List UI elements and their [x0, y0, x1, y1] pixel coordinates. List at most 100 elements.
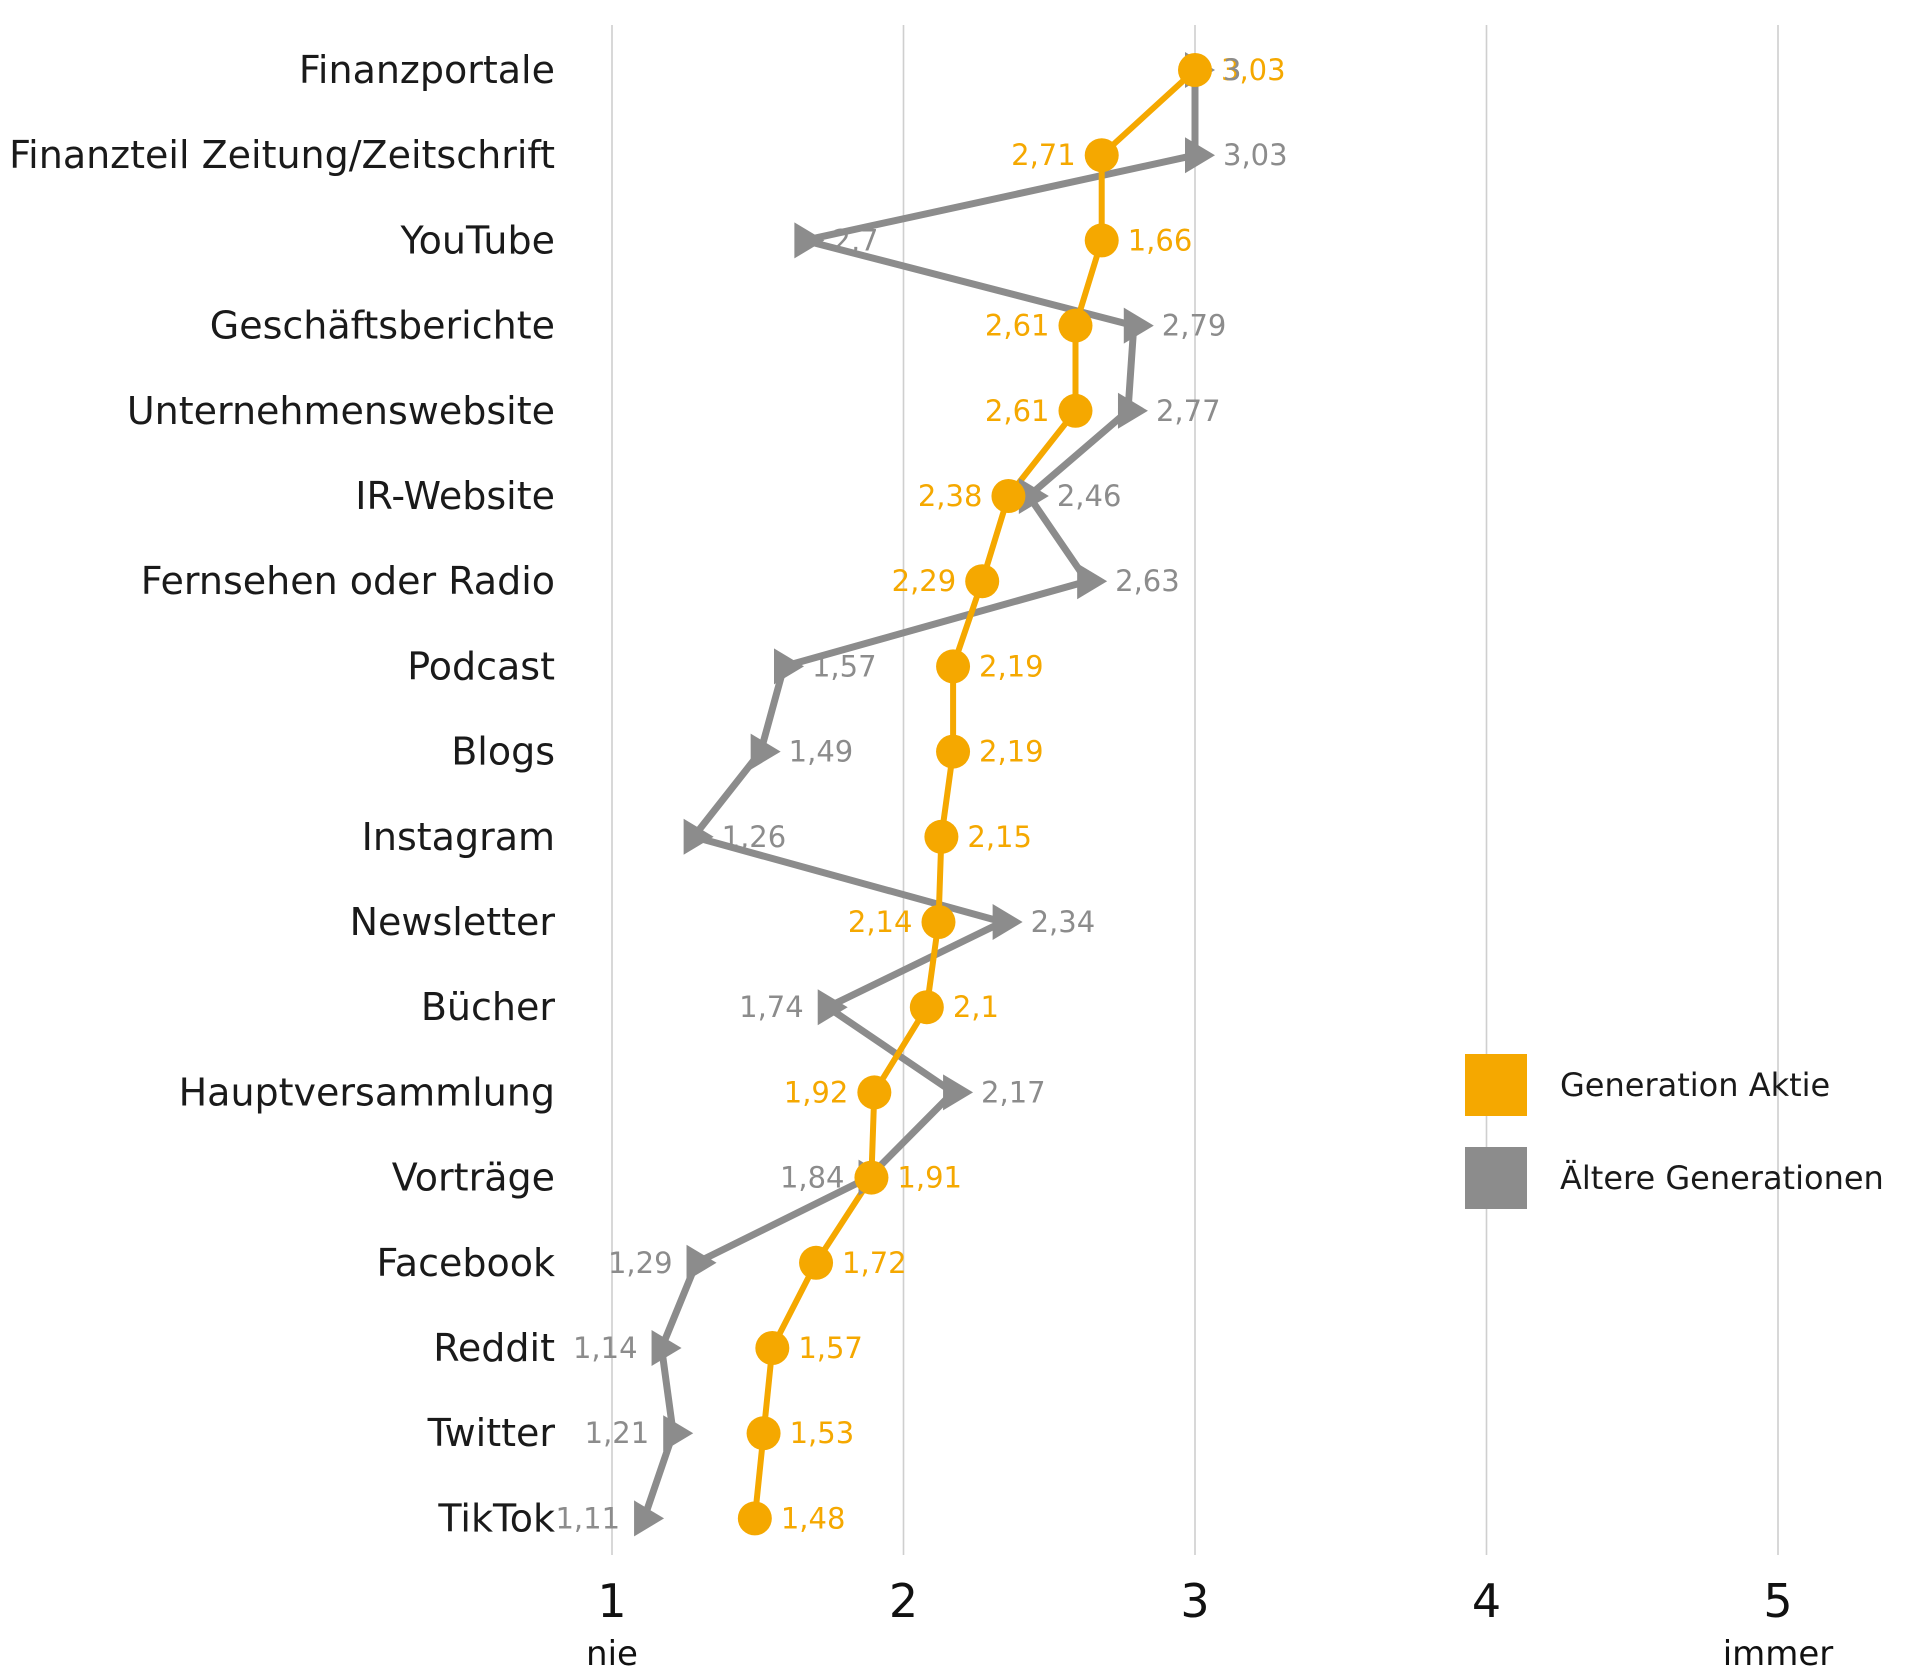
marker-s0-11 — [909, 990, 944, 1025]
marker-s0-6 — [965, 564, 1000, 599]
legend-label-0: Generation Aktie — [1560, 1066, 1830, 1104]
category-label-17: TikTok — [437, 1496, 555, 1540]
data-label-s1-11: 1,74 — [739, 990, 804, 1024]
marker-s0-10 — [921, 905, 956, 939]
legend-swatch-1 — [1465, 1147, 1527, 1209]
marker-s0-8 — [936, 734, 971, 769]
x-axis-ticks: 1 nie 2 3 4 5 immer — [586, 1574, 1834, 1672]
category-label-10: Newsletter — [350, 900, 556, 944]
marker-s1-9 — [683, 818, 714, 855]
marker-s0-9 — [924, 819, 959, 854]
marker-s0-15 — [755, 1331, 790, 1365]
marker-s1-4 — [1117, 392, 1148, 429]
data-label-s1-16: 1,21 — [585, 1416, 650, 1450]
category-label-5: IR-Website — [355, 474, 555, 518]
marker-s0-4 — [1058, 393, 1093, 428]
marker-s1-3 — [1123, 307, 1154, 344]
category-label-6: Fernsehen oder Radio — [141, 559, 555, 603]
marker-s1-12 — [943, 1074, 974, 1111]
x-tick-label-1: 1 — [597, 1574, 626, 1628]
marker-s1-7 — [773, 648, 804, 685]
x-tick-sublabel-1: nie — [586, 1634, 638, 1667]
data-label-s0-1: 2,71 — [1011, 138, 1076, 172]
marker-s1-2 — [794, 222, 825, 259]
data-label-s0-16: 1,53 — [790, 1416, 855, 1450]
data-label-s1-14: 1,29 — [608, 1246, 673, 1280]
data-label-s0-7: 2,19 — [979, 649, 1044, 683]
series-lines — [640, 66, 1199, 1522]
legend-label-1: Ältere Generationen — [1560, 1159, 1884, 1197]
category-label-7: Podcast — [407, 644, 555, 688]
data-label-s1-8: 1,49 — [789, 735, 854, 769]
data-label-s0-15: 1,57 — [798, 1331, 863, 1365]
x-tick-label-2: 2 — [889, 1574, 918, 1628]
x-tick-label-3: 3 — [1180, 1574, 1209, 1628]
category-label-12: Hauptversammlung — [179, 1070, 555, 1114]
marker-s0-7 — [936, 649, 971, 684]
legend: Generation Aktie Ältere Generationen — [1465, 1054, 1884, 1209]
marker-s1-10 — [992, 904, 1023, 940]
legend-swatch-0 — [1465, 1054, 1527, 1116]
data-label-s0-8: 2,19 — [979, 735, 1044, 769]
data-label-s0-3: 2,61 — [985, 309, 1050, 343]
series-markers — [634, 52, 1215, 1537]
data-label-s1-13: 1,84 — [780, 1161, 845, 1195]
grid — [611, 25, 1779, 1555]
marker-s1-1 — [1185, 137, 1215, 174]
data-label-s1-4: 2,77 — [1156, 394, 1221, 428]
marker-s0-1 — [1084, 138, 1119, 173]
marker-s0-0 — [1178, 53, 1212, 87]
data-label-s0-12: 1,92 — [784, 1075, 849, 1109]
category-label-8: Blogs — [451, 730, 555, 774]
data-label-s0-17: 1,48 — [781, 1501, 846, 1535]
marker-s0-13 — [854, 1160, 889, 1195]
data-label-s0-13: 1,91 — [897, 1161, 962, 1195]
data-label-s1-6: 2,63 — [1115, 564, 1180, 598]
category-label-2: YouTube — [399, 218, 555, 262]
category-label-9: Instagram — [362, 815, 555, 859]
category-label-15: Reddit — [433, 1326, 555, 1370]
data-label-s0-9: 2,15 — [967, 820, 1032, 854]
data-label-s0-6: 2,29 — [892, 564, 957, 598]
data-label-s1-3: 2,79 — [1162, 309, 1227, 343]
x-tick-sublabel-5: immer — [1723, 1634, 1834, 1667]
data-label-s1-12: 2,17 — [981, 1075, 1046, 1109]
marker-s1-16 — [663, 1415, 694, 1452]
category-label-1: Finanzteil Zeitung/Zeitschrift — [9, 133, 555, 177]
data-label-s1-1: 3,03 — [1223, 138, 1288, 172]
category-label-11: Bücher — [421, 985, 556, 1029]
category-labels: Finanzportale Finanzteil Zeitung/Zeitschr… — [9, 48, 555, 1540]
category-label-0: Finanzportale — [299, 48, 555, 92]
category-label-4: Unternehmenswebsite — [127, 389, 555, 433]
marker-s1-15 — [651, 1330, 682, 1366]
category-label-3: Geschäftsberichte — [210, 304, 555, 348]
series-line-1 — [640, 66, 1199, 1522]
x-tick-label-4: 4 — [1472, 1574, 1501, 1628]
data-label-s0-14: 1,72 — [842, 1246, 907, 1280]
marker-s0-14 — [799, 1245, 834, 1280]
marker-s1-11 — [817, 989, 848, 1026]
marker-s1-5 — [1018, 478, 1049, 514]
data-label-s0-5: 2,38 — [918, 479, 983, 513]
marker-s1-17 — [634, 1500, 665, 1537]
data-label-s1-0: 3 — [1223, 53, 1241, 87]
marker-s0-12 — [857, 1075, 892, 1110]
data-label-s1-9: 1,26 — [722, 820, 787, 854]
marker-s0-3 — [1058, 308, 1093, 343]
marker-s0-16 — [746, 1416, 781, 1451]
data-label-s1-15: 1,14 — [573, 1331, 638, 1365]
data-label-s0-10: 2,14 — [848, 905, 913, 939]
data-label-s1-10: 2,34 — [1031, 905, 1096, 939]
marker-s0-17 — [737, 1501, 772, 1536]
marker-s0-5 — [991, 479, 1026, 513]
data-label-s1-7: 1,57 — [812, 649, 877, 683]
category-label-16: Twitter — [427, 1411, 556, 1455]
marker-s1-8 — [750, 733, 781, 770]
data-label-s0-11: 2,1 — [953, 990, 999, 1024]
data-label-s1-2: 2,7 — [832, 223, 878, 257]
marker-s1-14 — [686, 1244, 717, 1281]
data-label-s0-4: 2,61 — [985, 394, 1050, 428]
